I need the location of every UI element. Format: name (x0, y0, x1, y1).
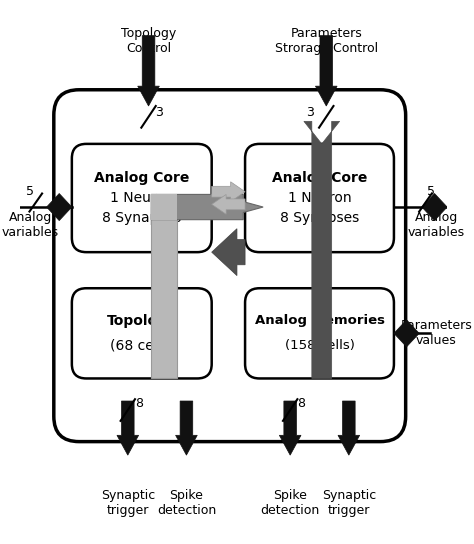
Polygon shape (394, 320, 419, 347)
Polygon shape (117, 401, 138, 455)
Polygon shape (151, 194, 263, 220)
Text: Analog
variables: Analog variables (2, 211, 59, 239)
Text: Synaptic
trigger: Synaptic trigger (100, 490, 155, 517)
Polygon shape (422, 194, 447, 220)
Polygon shape (212, 194, 245, 214)
Text: 5: 5 (27, 185, 34, 198)
Text: 8 Synapses: 8 Synapses (280, 211, 359, 225)
FancyBboxPatch shape (245, 144, 394, 252)
Text: Analog Core: Analog Core (94, 171, 190, 185)
Polygon shape (212, 228, 245, 276)
Text: 3: 3 (306, 106, 314, 119)
Text: Topology: Topology (107, 314, 177, 327)
FancyBboxPatch shape (72, 144, 212, 252)
Text: 1 Neuron: 1 Neuron (110, 191, 173, 205)
Text: 8 Synapses: 8 Synapses (102, 211, 182, 225)
Text: Analog Core: Analog Core (272, 171, 367, 185)
Text: Parameters
values: Parameters values (401, 319, 472, 348)
FancyBboxPatch shape (54, 90, 406, 442)
Text: Topology
Control: Topology Control (121, 27, 176, 54)
FancyBboxPatch shape (72, 288, 212, 379)
Text: 1 Neuron: 1 Neuron (288, 191, 351, 205)
Polygon shape (175, 401, 197, 455)
Text: 3: 3 (155, 106, 163, 119)
Polygon shape (279, 401, 301, 455)
Polygon shape (151, 207, 176, 379)
Polygon shape (212, 182, 245, 202)
Text: 8: 8 (297, 397, 305, 410)
FancyBboxPatch shape (245, 288, 394, 379)
Polygon shape (338, 401, 360, 455)
Text: 8: 8 (135, 397, 143, 410)
Text: Spike
detection: Spike detection (157, 490, 216, 517)
Text: Analog Memories: Analog Memories (255, 314, 384, 327)
Text: 5: 5 (427, 185, 435, 198)
Polygon shape (138, 35, 159, 106)
Polygon shape (46, 194, 72, 220)
Polygon shape (315, 35, 337, 106)
Text: (158 cells): (158 cells) (284, 339, 355, 353)
Text: Spike
detection: Spike detection (261, 490, 320, 517)
Polygon shape (151, 194, 176, 220)
Text: (68 cells): (68 cells) (110, 339, 174, 353)
Polygon shape (304, 121, 339, 379)
Text: Analog
variables: Analog variables (408, 211, 465, 239)
Text: Parameters
Strorage Control: Parameters Strorage Control (275, 27, 378, 54)
Text: Synaptic
trigger: Synaptic trigger (322, 490, 376, 517)
